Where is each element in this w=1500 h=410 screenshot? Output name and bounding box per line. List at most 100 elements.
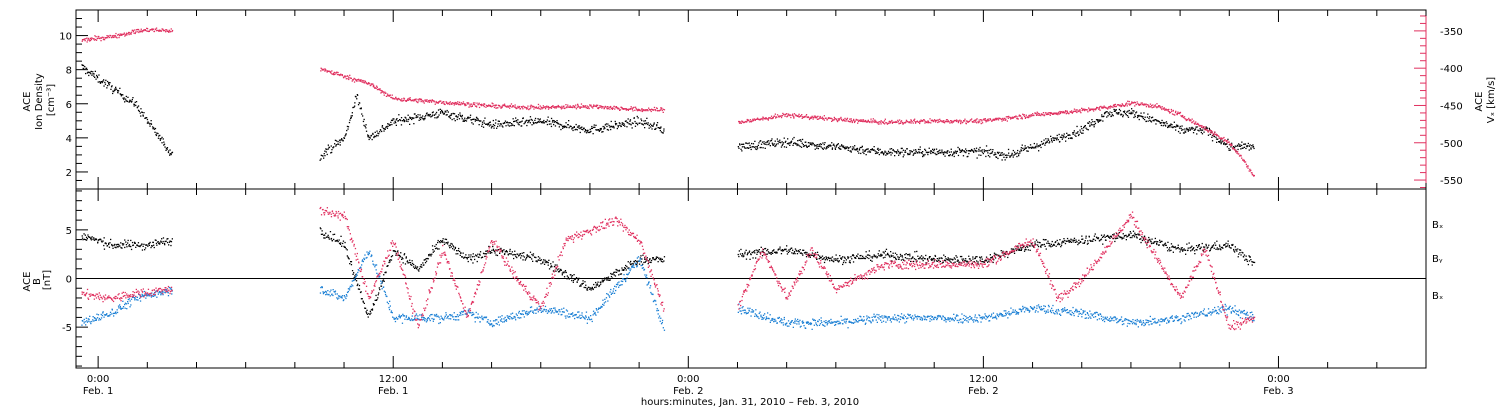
vx-point: [112, 36, 114, 38]
bx-point: [1084, 241, 1086, 243]
bx-point: [737, 253, 739, 256]
density-point: [985, 145, 988, 147]
vx-point: [1210, 130, 1213, 132]
vx-point: [131, 29, 133, 31]
density-point: [1220, 141, 1222, 143]
density-point: [854, 149, 856, 151]
density-point: [1137, 115, 1139, 117]
bx-point: [1017, 245, 1019, 247]
vx-point: [859, 120, 862, 122]
density-point: [806, 146, 808, 148]
density-point: [1188, 127, 1191, 129]
density-point: [792, 144, 794, 146]
density-point: [565, 122, 567, 124]
vx-point: [878, 121, 880, 123]
density-point: [948, 154, 950, 157]
density-point: [359, 107, 361, 110]
density-point: [150, 123, 153, 125]
vx-point: [805, 114, 808, 116]
vx-point: [975, 120, 977, 122]
bx-point: [445, 242, 447, 244]
vx-point: [1079, 109, 1081, 111]
bx-point: [977, 261, 979, 263]
vx-point: [893, 121, 896, 123]
density-point: [779, 139, 781, 141]
vx-point: [577, 104, 579, 106]
vx-point: [1242, 159, 1244, 161]
bx-point: [934, 255, 937, 257]
bx-point: [1037, 245, 1040, 248]
bx-point: [1117, 237, 1119, 239]
bx-point: [520, 257, 522, 259]
bx-point: [425, 258, 427, 260]
density-point: [104, 83, 107, 85]
vx-point: [843, 118, 845, 121]
bx-point: [362, 301, 364, 303]
density-point: [814, 145, 816, 147]
density-point: [911, 151, 914, 153]
bx-point: [473, 255, 475, 258]
vx-point: [609, 106, 611, 108]
density-point: [452, 112, 455, 115]
density-point: [634, 120, 636, 123]
bx-point: [510, 253, 512, 255]
vx-point: [1001, 118, 1003, 120]
bx-point: [818, 258, 820, 260]
density-point: [737, 146, 739, 148]
vx-point: [539, 105, 541, 107]
bx-point: [1048, 243, 1051, 245]
bx-point: [438, 248, 440, 250]
bx-point: [153, 244, 155, 246]
density-point: [782, 143, 784, 145]
vx-point: [1015, 115, 1017, 117]
density-point: [1133, 116, 1135, 119]
bx-point: [652, 258, 654, 260]
density-point: [437, 109, 440, 111]
vx-point: [358, 80, 360, 82]
density-point: [101, 81, 103, 84]
vx-point: [899, 119, 901, 121]
vx-point: [448, 102, 450, 104]
bx-point: [165, 240, 167, 242]
density-point: [1012, 156, 1014, 158]
density-point: [1053, 139, 1055, 141]
vx-point: [404, 100, 407, 102]
bx-point: [1052, 244, 1054, 246]
density-point: [777, 140, 779, 142]
density-point: [809, 142, 811, 144]
bx-point: [770, 252, 772, 254]
density-point: [1234, 147, 1236, 149]
bx-point: [963, 258, 965, 260]
vx-point: [1005, 116, 1007, 118]
bx-point: [975, 256, 977, 258]
vx-point: [770, 115, 773, 117]
vx-point: [509, 104, 511, 107]
vx-point: [853, 121, 856, 124]
bx-point: [171, 238, 173, 240]
vx-point: [114, 35, 117, 37]
density-point: [550, 117, 553, 120]
bx-point: [856, 255, 858, 258]
vx-point: [1129, 103, 1131, 105]
density-point: [1215, 138, 1218, 140]
bx-point: [367, 316, 369, 318]
bx-point: [378, 287, 380, 289]
bx-point: [1156, 243, 1158, 246]
density-point: [387, 125, 389, 127]
vx-point: [1016, 117, 1018, 120]
density-point: [327, 144, 329, 146]
bx-point: [756, 253, 758, 255]
density-point: [555, 122, 558, 124]
bx-point: [847, 257, 849, 260]
bx-point: [1038, 241, 1040, 244]
density-point: [806, 146, 808, 148]
bx-point: [353, 272, 355, 274]
density-point: [1085, 127, 1087, 129]
vx-point: [1217, 135, 1219, 137]
bx-point: [391, 255, 394, 257]
bx-point: [1064, 239, 1066, 242]
bx-point: [1172, 245, 1174, 247]
density-point: [158, 135, 160, 137]
bx-point: [343, 246, 346, 248]
density-point: [589, 128, 591, 131]
